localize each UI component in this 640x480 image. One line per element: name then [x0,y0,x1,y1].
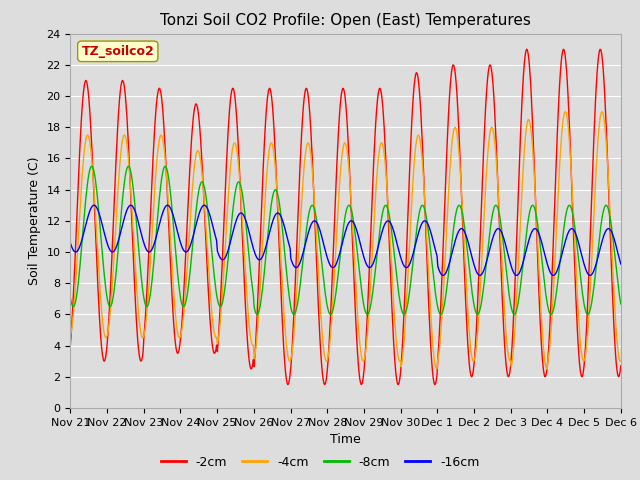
Text: TZ_soilco2: TZ_soilco2 [81,45,154,58]
X-axis label: Time: Time [330,433,361,446]
Legend: -2cm, -4cm, -8cm, -16cm: -2cm, -4cm, -8cm, -16cm [156,451,484,474]
Title: Tonzi Soil CO2 Profile: Open (East) Temperatures: Tonzi Soil CO2 Profile: Open (East) Temp… [160,13,531,28]
Y-axis label: Soil Temperature (C): Soil Temperature (C) [28,156,41,285]
